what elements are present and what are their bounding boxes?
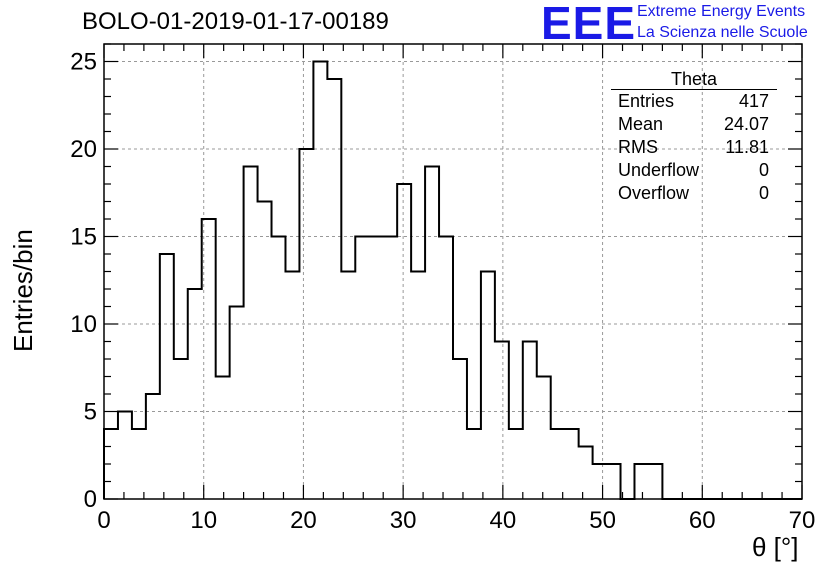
stats-row-underflow: Underflow 0 <box>611 159 777 182</box>
x-tick-label: 50 <box>589 507 616 534</box>
stats-label: Overflow <box>618 182 689 205</box>
stats-row-mean: Mean 24.07 <box>611 113 777 136</box>
y-tick-label: 15 <box>70 224 97 251</box>
x-axis-label: θ [°] <box>752 532 799 563</box>
stats-value: 417 <box>739 90 769 113</box>
x-tick-label: 70 <box>789 507 816 534</box>
x-tick-label: 0 <box>97 507 110 534</box>
stats-label: Entries <box>618 90 674 113</box>
stats-label: Mean <box>618 113 663 136</box>
y-tick-label: 20 <box>70 136 97 163</box>
stats-value: 0 <box>759 159 769 182</box>
stats-value: 0 <box>759 182 769 205</box>
x-tick-label: 60 <box>689 507 716 534</box>
stats-label: Underflow <box>618 159 699 182</box>
stats-label: RMS <box>618 136 658 159</box>
x-tick-label: 40 <box>490 507 517 534</box>
y-tick-label: 10 <box>70 311 97 338</box>
y-tick-label: 25 <box>70 49 97 76</box>
stats-value: 11.81 <box>725 136 769 159</box>
y-tick-label: 5 <box>84 399 97 426</box>
x-tick-label: 10 <box>190 507 217 534</box>
y-axis-label: Entries/bin <box>8 229 39 352</box>
stats-box: Theta Entries 417 Mean 24.07 RMS 11.81 U… <box>611 69 777 205</box>
x-tick-label: 20 <box>290 507 317 534</box>
stats-row-entries: Entries 417 <box>611 90 777 113</box>
stats-row-overflow: Overflow 0 <box>611 182 777 205</box>
stats-row-rms: RMS 11.81 <box>611 136 777 159</box>
y-tick-label: 0 <box>84 486 97 513</box>
chart-title: BOLO-01-2019-01-17-00189 <box>82 8 389 36</box>
logo-text-line2: La Scienza nelle Scuole <box>637 24 808 42</box>
stats-header: Theta <box>611 69 777 90</box>
logo-text-line1: Extreme Energy Events <box>637 3 805 21</box>
eee-logo: EEE <box>541 0 636 46</box>
x-tick-label: 30 <box>390 507 417 534</box>
stats-value: 24.07 <box>724 113 769 136</box>
